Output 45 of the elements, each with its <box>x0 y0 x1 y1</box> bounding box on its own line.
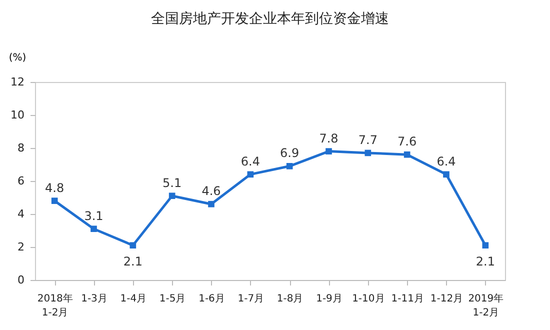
point <box>130 242 136 249</box>
x-tick-label: 2018年 1-2月 <box>37 292 73 318</box>
data-label: 2.1 <box>476 254 495 268</box>
x-tick-label: 2019年 1-2月 <box>468 292 504 318</box>
y-tick-label: 10 <box>10 108 24 122</box>
point <box>208 200 214 208</box>
x-tick-label: 1-8月 <box>276 294 304 304</box>
data-label: 3.1 <box>84 208 104 223</box>
point <box>443 171 450 178</box>
point <box>404 151 410 158</box>
x-tick-label: 1-11月 <box>391 294 424 304</box>
chart-title: 全国房地产开发企业本年到位资金增速 <box>151 11 389 27</box>
data-label: 7.8 <box>319 131 338 146</box>
data-label: 4.8 <box>45 180 64 195</box>
data-label: 6.9 <box>280 146 300 160</box>
y-tick-label: 6 <box>18 174 24 188</box>
x-tick-label: 1-7月 <box>238 294 264 304</box>
x-tick-label: 1-5月 <box>159 294 186 304</box>
data-label: 4.6 <box>202 184 221 198</box>
data-label: 6.4 <box>240 154 260 168</box>
y-axis-title: (%) <box>8 52 26 64</box>
data-label: 7.6 <box>398 134 417 149</box>
point <box>90 226 97 232</box>
point <box>168 192 176 200</box>
data-label: 5.1 <box>162 176 182 190</box>
x-tick-label: 1-6月 <box>198 294 225 304</box>
x-tick-label: 1-4月 <box>120 294 147 304</box>
data-label: 7.7 <box>358 132 378 147</box>
y-tick-label: 8 <box>18 142 24 154</box>
y-tick-label: 4 <box>18 208 24 220</box>
point <box>364 150 372 156</box>
point <box>482 242 489 249</box>
x-tick-label: 1-9月 <box>316 294 342 304</box>
y-tick-label: 12 <box>10 76 24 88</box>
data-label: 6.4 <box>436 154 456 168</box>
x-tick-label: 1-10月 <box>352 294 385 304</box>
point <box>326 148 332 154</box>
point <box>286 162 293 170</box>
y-tick-label: 2 <box>18 240 24 254</box>
point <box>247 171 254 178</box>
x-tick-label: 1-3月 <box>81 294 108 304</box>
point <box>51 198 58 204</box>
data-label: 2.1 <box>123 254 142 268</box>
x-tick-label: 1-12月 <box>430 294 464 304</box>
y-tick-label: 0 <box>18 274 24 286</box>
